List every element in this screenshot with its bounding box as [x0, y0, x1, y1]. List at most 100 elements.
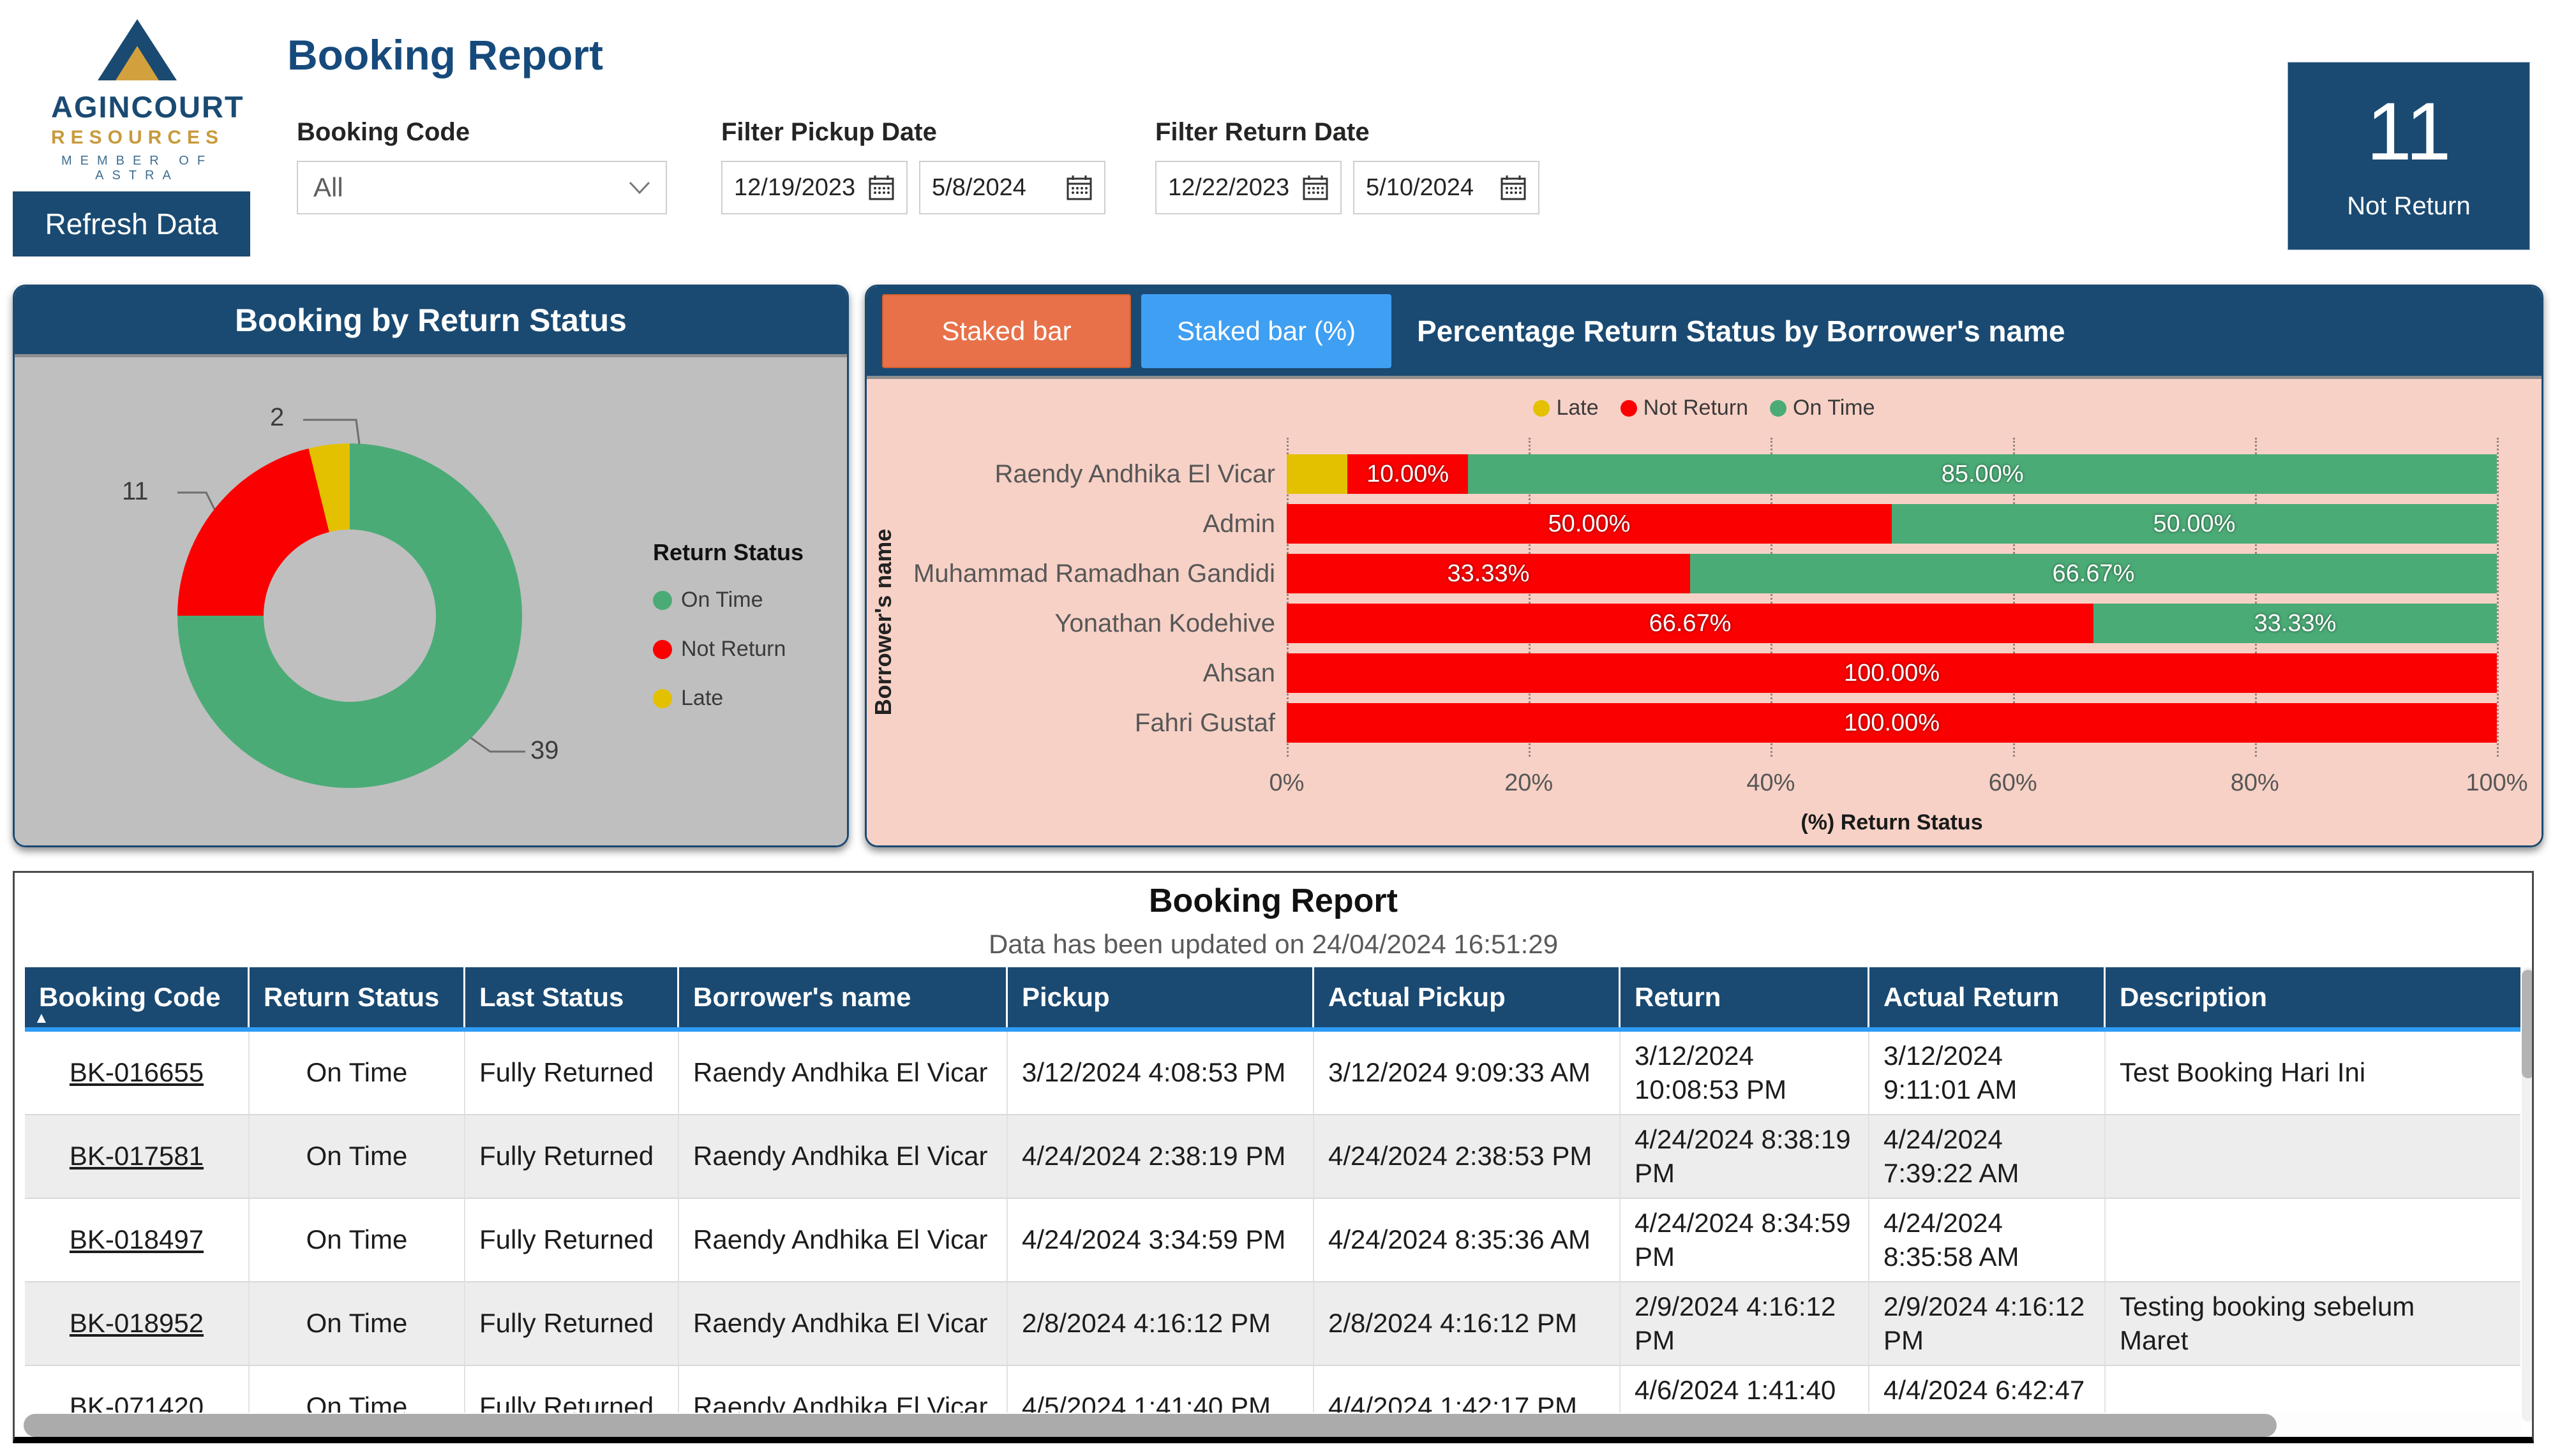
bar-segment-on-time[interactable]: 85.00% — [1468, 454, 2497, 494]
booking-code-link[interactable]: BK-016655 — [25, 1032, 250, 1114]
table-cell: 4/24/2024 2:38:19 PM — [1008, 1115, 1314, 1198]
green-dot-icon — [653, 590, 672, 610]
bar-value-label: 100.00% — [1843, 709, 1940, 736]
tab-staked-bar[interactable]: Staked bar — [882, 294, 1131, 368]
column-header-booking-code[interactable]: Booking Code ▲ — [25, 967, 250, 1027]
donut-callout-not-return: 11 — [122, 477, 149, 505]
return-status-cell: On Time — [250, 1115, 465, 1198]
legend-label: Not Return — [681, 637, 786, 661]
table-cell — [2106, 1366, 2520, 1415]
bar-row: Admin 50.00% 50.00% — [867, 504, 2497, 544]
booking-code-dropdown[interactable]: All — [297, 161, 667, 214]
bar-value-label: 85.00% — [1941, 460, 2024, 487]
bar-segment-not-return[interactable]: 33.33% — [1287, 554, 1690, 593]
sort-ascending-icon: ▲ — [34, 1009, 49, 1027]
bar-segment-not-return[interactable]: 66.67% — [1287, 604, 2094, 643]
booking-code-link[interactable]: BK-018497 — [25, 1199, 250, 1281]
pickup-start-date-value: 12/19/2023 — [734, 174, 856, 201]
table-cell: 2/8/2024 4:16:12 PM — [1314, 1282, 1621, 1365]
bar-segment-not-return[interactable]: 50.00% — [1287, 504, 1892, 544]
bar-legend: Late Not Return On Time — [867, 396, 2542, 420]
bar-segment-not-return[interactable]: 100.00% — [1287, 653, 2497, 693]
column-header-return-status[interactable]: Return Status — [250, 967, 465, 1027]
stacked-bar: 66.67% 33.33% — [1287, 604, 2497, 643]
table-cell: 3/12/2024 9:09:33 AM — [1314, 1032, 1621, 1114]
agincourt-logo: AGINCOURT RESOURCES MEMBER OF ASTRA — [51, 19, 243, 183]
column-header-actual-return[interactable]: Actual Return — [1869, 967, 2106, 1027]
table-cell: 4/24/2024 3:34:59 PM — [1008, 1199, 1314, 1281]
booking-code-link[interactable]: BK-018952 — [25, 1282, 250, 1365]
x-axis-ticks: 0% 20% 40% 60% 80% 100% — [1269, 769, 2528, 801]
column-header-last-status[interactable]: Last Status — [465, 967, 679, 1027]
table-header-row: Booking Code ▲ Return Status Last Status Bor… — [25, 967, 2520, 1027]
table-cell — [2106, 1199, 2520, 1281]
horizontal-scrollbar[interactable] — [22, 1413, 2522, 1437]
stacked-bar: 33.33% 66.67% — [1287, 554, 2497, 593]
legend-item-not-return[interactable]: Not Return — [1620, 396, 1749, 420]
table-cell: Test Booking Hari Ini — [2120, 1057, 2366, 1088]
pickup-end-date-value: 5/8/2024 — [932, 174, 1026, 201]
legend-label: Not Return — [1643, 396, 1749, 420]
return-start-date-input[interactable]: 12/22/2023 — [1155, 161, 1342, 214]
bar-row: Fahri Gustaf 100.00% — [867, 703, 2497, 743]
table-cell: Fully Returned — [465, 1282, 679, 1365]
bar-segment-late[interactable] — [1287, 454, 1347, 494]
filter-pickup-date-label: Filter Pickup Date — [721, 118, 937, 146]
bar-segment-on-time[interactable]: 66.67% — [1689, 554, 2497, 593]
donut-ring[interactable] — [177, 443, 522, 788]
gridline — [2012, 438, 2015, 757]
x-tick-label: 20% — [1504, 769, 1554, 796]
vertical-scrollbar-thumb[interactable] — [2522, 970, 2532, 1078]
bar-segment-on-time[interactable]: 50.00% — [1892, 504, 2497, 544]
calendar-icon[interactable] — [1302, 174, 1329, 202]
horizontal-scrollbar-thumb[interactable] — [24, 1414, 2277, 1437]
column-header-pickup[interactable]: Pickup — [1008, 967, 1314, 1027]
pickup-end-date-input[interactable]: 5/8/2024 — [919, 161, 1105, 214]
column-header-actual-pickup[interactable]: Actual Pickup — [1314, 967, 1621, 1027]
return-end-date-input[interactable]: 5/10/2024 — [1353, 161, 1539, 214]
page-title: Booking Report — [287, 31, 603, 78]
bar-value-label: 50.00% — [2153, 510, 2236, 537]
donut-chart-panel: Booking by Return Status 2 11 39 Return … — [13, 285, 849, 847]
red-dot-icon — [1620, 399, 1637, 417]
table-body: BK-016655 On Time Fully Returned Raendy And… — [25, 1032, 2520, 1415]
legend-item-on-time[interactable]: On Time — [1770, 396, 1875, 420]
column-header-description[interactable]: Description — [2120, 982, 2268, 1012]
table-cell: 2/9/2024 4:16:12 PM — [1869, 1282, 2106, 1365]
bar-segment-not-return[interactable]: 10.00% — [1347, 454, 1469, 494]
column-header-borrower-s-name[interactable]: Borrower's name — [679, 967, 1008, 1027]
tab-staked-bar-percent[interactable]: Staked bar (%) — [1141, 294, 1391, 368]
legend-label: Late — [681, 686, 724, 710]
bar-category-label: Fahri Gustaf — [1134, 708, 1275, 737]
calendar-icon[interactable] — [1500, 174, 1527, 202]
legend-item-late[interactable]: Late — [1533, 396, 1599, 420]
legend-item-not-return[interactable]: Not Return — [653, 637, 804, 662]
refresh-data-button[interactable]: Refresh Data — [13, 191, 250, 256]
calendar-icon[interactable] — [868, 174, 895, 202]
table-cell: 4/4/2024 6:42:47 AM — [1869, 1366, 2106, 1415]
table-cell: 4/4/2024 1:42:17 PM — [1314, 1366, 1621, 1415]
bar-category-label: Muhammad Ramadhan Gandidi — [913, 559, 1275, 588]
logo-tagline-text: MEMBER OF ASTRA — [61, 154, 214, 182]
bar-value-label: 66.67% — [1649, 609, 1732, 637]
booking-code-link[interactable]: BK-071420 — [25, 1366, 250, 1415]
bar-category-label: Raendy Andhika El Vicar — [994, 459, 1275, 488]
table-cell: 3/12/2024 10:08:53 PM — [1621, 1032, 1869, 1114]
bar-segment-not-return[interactable]: 100.00% — [1287, 703, 2497, 743]
table-cell: 2/8/2024 4:16:12 PM — [1008, 1282, 1314, 1365]
legend-item-on-time[interactable]: On Time — [653, 588, 804, 613]
donut-panel-header: Booking by Return Status — [15, 286, 847, 357]
table-cell: 3/12/2024 9:11:01 AM — [1869, 1032, 2106, 1114]
table-cell: 4/24/2024 7:39:22 AM — [1869, 1115, 2106, 1198]
bar-rows: Raendy Andhika El Vicar 10.00% 85.00% Admin… — [867, 454, 2497, 753]
bar-segment-on-time[interactable]: 33.33% — [2093, 604, 2497, 643]
calendar-icon[interactable] — [1066, 174, 1093, 202]
kpi-value: 11 — [2366, 86, 2452, 177]
column-header-return[interactable]: Return — [1621, 967, 1869, 1027]
table-cell: 4/24/2024 8:35:36 AM — [1314, 1199, 1621, 1281]
legend-item-late[interactable]: Late — [653, 686, 804, 711]
pickup-start-date-input[interactable]: 12/19/2023 — [721, 161, 908, 214]
booking-code-link[interactable]: BK-017581 — [25, 1115, 250, 1198]
bar-row: Muhammad Ramadhan Gandidi 33.33% 66.67% — [867, 554, 2497, 593]
vertical-scrollbar[interactable] — [2522, 967, 2532, 1422]
